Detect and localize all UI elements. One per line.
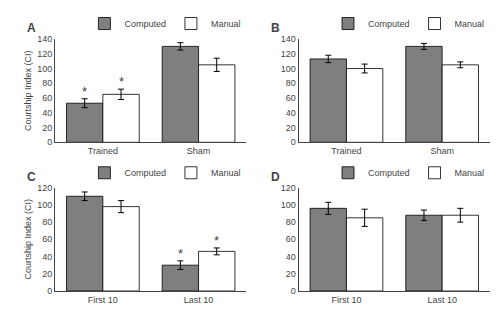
svg-text:Computed: Computed	[124, 19, 166, 29]
svg-text:0: 0	[291, 286, 296, 296]
svg-text:40: 40	[42, 108, 52, 118]
svg-text:60: 60	[286, 234, 296, 244]
svg-text:0: 0	[47, 137, 52, 147]
svg-text:20: 20	[42, 123, 52, 133]
svg-text:Last 10: Last 10	[184, 295, 214, 305]
svg-text:120: 120	[37, 49, 52, 59]
svg-text:120: 120	[281, 183, 296, 193]
svg-text:*: *	[119, 74, 124, 89]
svg-text:Manual: Manual	[211, 168, 241, 178]
svg-text:*: *	[178, 246, 183, 261]
svg-text:80: 80	[286, 78, 296, 88]
svg-text:60: 60	[286, 93, 296, 103]
svg-text:40: 40	[42, 252, 52, 262]
svg-text:0: 0	[47, 286, 52, 296]
svg-text:Last 10: Last 10	[427, 295, 457, 305]
svg-text:80: 80	[42, 78, 52, 88]
svg-text:Computed: Computed	[124, 168, 166, 178]
svg-text:40: 40	[286, 108, 296, 118]
svg-text:Trained: Trained	[88, 146, 118, 156]
svg-text:Courtship Index (CI): Courtship Index (CI)	[23, 50, 33, 131]
svg-text:100: 100	[37, 200, 52, 210]
svg-text:Sham: Sham	[430, 146, 454, 156]
svg-text:20: 20	[42, 269, 52, 279]
svg-text:Courtship Index (CI): Courtship Index (CI)	[23, 199, 33, 280]
svg-text:*: *	[82, 84, 87, 99]
svg-text:0: 0	[291, 137, 296, 147]
svg-text:D: D	[271, 170, 280, 184]
svg-text:40: 40	[286, 252, 296, 262]
svg-text:Sham: Sham	[187, 146, 211, 156]
svg-text:Computed: Computed	[368, 168, 410, 178]
svg-text:C: C	[27, 170, 36, 184]
svg-text:Manual: Manual	[211, 19, 241, 29]
svg-text:A: A	[27, 21, 36, 35]
svg-text:100: 100	[281, 200, 296, 210]
svg-text:Trained: Trained	[331, 146, 361, 156]
svg-text:Manual: Manual	[455, 168, 485, 178]
svg-text:120: 120	[281, 49, 296, 59]
svg-text:60: 60	[42, 234, 52, 244]
svg-text:120: 120	[37, 183, 52, 193]
svg-text:60: 60	[42, 93, 52, 103]
svg-text:80: 80	[286, 217, 296, 227]
svg-text:*: *	[214, 233, 219, 248]
svg-text:140: 140	[281, 34, 296, 44]
svg-text:20: 20	[286, 269, 296, 279]
svg-text:Manual: Manual	[455, 19, 485, 29]
svg-text:80: 80	[42, 217, 52, 227]
svg-text:100: 100	[281, 64, 296, 74]
svg-text:140: 140	[37, 34, 52, 44]
svg-text:20: 20	[286, 123, 296, 133]
svg-text:B: B	[271, 21, 280, 35]
svg-text:First 10: First 10	[88, 295, 118, 305]
svg-text:Computed: Computed	[368, 19, 410, 29]
svg-text:First 10: First 10	[331, 295, 361, 305]
svg-text:100: 100	[37, 64, 52, 74]
